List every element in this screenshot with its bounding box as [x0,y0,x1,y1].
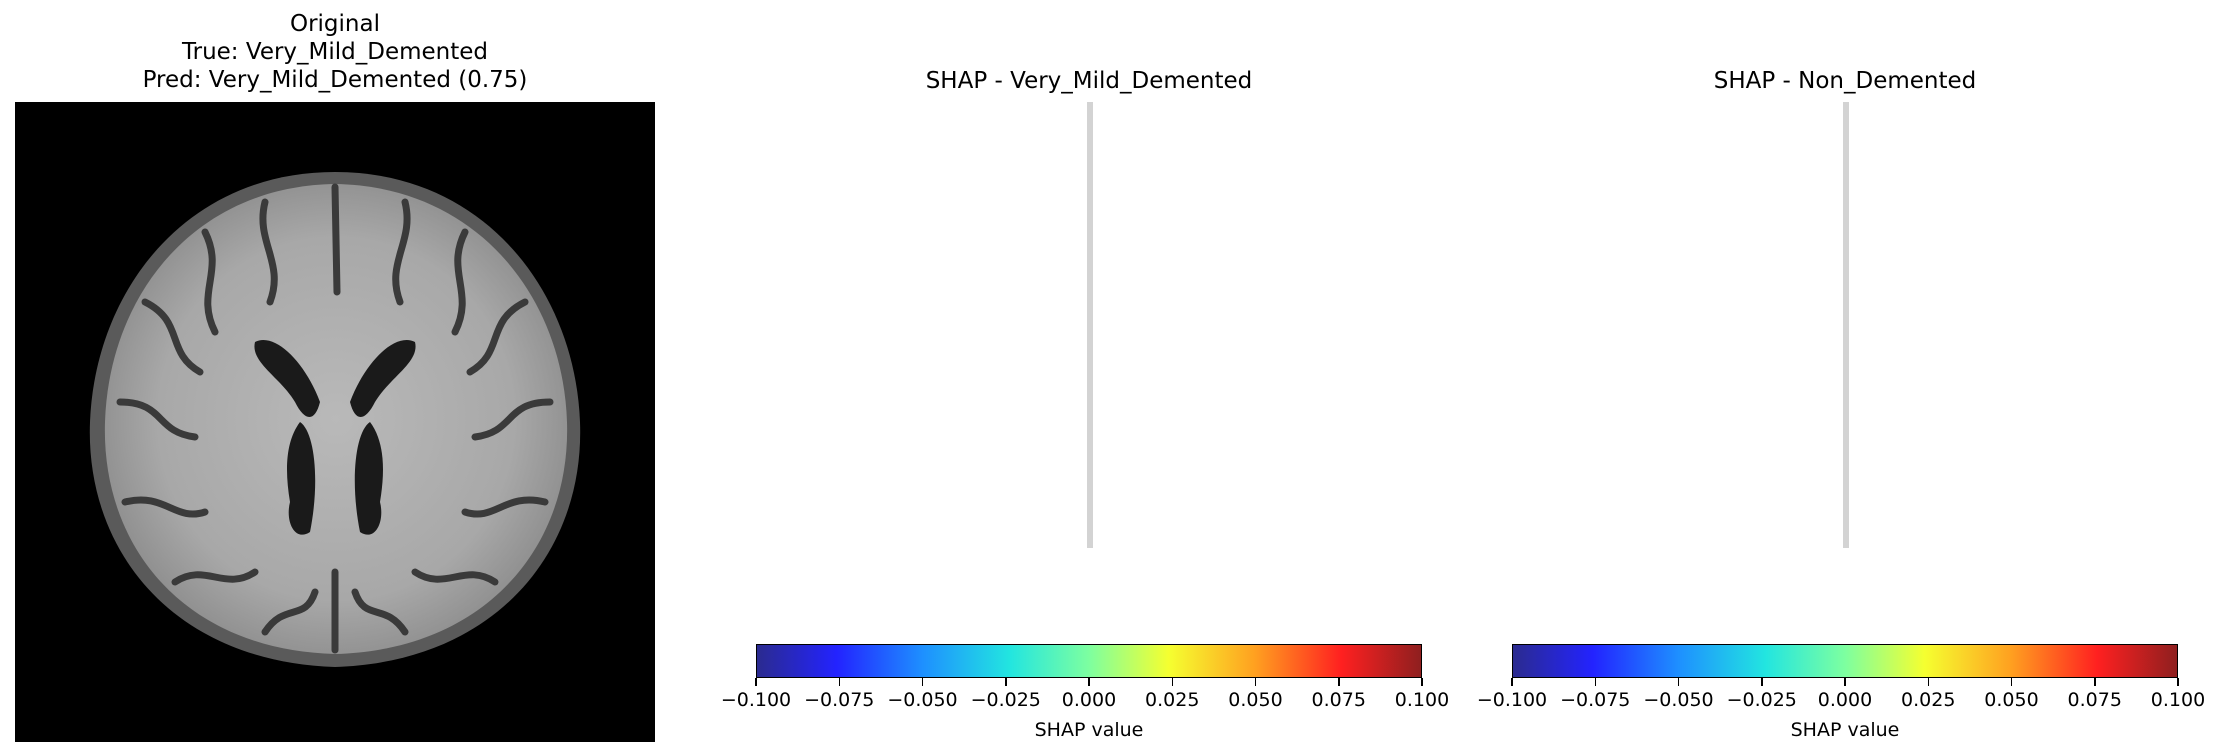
shap-vmd-colorbar-tick [1338,678,1340,686]
shap-nd-colorbar-tick [2010,678,2013,686]
shap-vmd-colorbar-tick [1005,678,1007,686]
shap-nd-colorbar-tick [1677,678,1680,686]
shap-vmd-colorbar-tick-label: −0.075 [804,689,875,711]
shap-nd-colorbar-tick [1927,678,1929,686]
shap-nd-colorbar-tick [2177,678,2179,686]
shap-nd-colorbar-tick-label: 0.000 [1817,689,1873,711]
shap-vmd-heatmap-strip [1087,102,1093,548]
shap-vmd-colorbar-tick-label: −0.025 [970,689,1041,711]
shap-nd-colorbar-tick-label: 0.100 [2150,689,2206,711]
shap-vmd-colorbar-tick-label: 0.000 [1061,689,1117,711]
shap-nd-colorbar-tick-label: −0.075 [1560,689,1631,711]
shap-vmd-colorbar-tick [1171,678,1173,686]
shap-nd-colorbar-tick-label: −0.100 [1476,689,1548,711]
shap-vmd-colorbar-tick [1421,678,1423,686]
shap-nd-colorbar-tick [1844,678,1846,686]
shap-nd-colorbar-tick-label: 0.075 [2067,689,2122,711]
shap-vmd-colorbar-label: SHAP value [1034,719,1144,741]
shap-vmd-colorbar-tick [1254,678,1257,686]
shap-nd-colorbar-tick-label: −0.050 [1643,689,1714,711]
shap-vmd-colorbar-tick-label: 0.100 [1394,689,1450,711]
shap-nd-colorbar-label: SHAP value [1790,719,1900,741]
original-title-line-1: Original [289,11,380,37]
shap-nd-title: SHAP - Non_Demented [1713,68,1977,94]
original-title-line-2: True: Very_Mild_Demented [181,39,489,65]
shap-nd-colorbar-tick [1511,678,1513,686]
shap-nd-colorbar [1512,644,2178,678]
shap-vmd-colorbar-tick [1088,678,1090,686]
shap-nd-colorbar-tick [1761,678,1763,686]
shap-vmd-colorbar-tick [838,678,840,686]
shap-vmd-colorbar-tick-label: 0.025 [1145,689,1200,711]
original-title-line-3: Pred: Very_Mild_Demented (0.75) [142,67,528,93]
brain-tissue [104,184,568,654]
shap-nd-colorbar-tick-label: 0.050 [1984,689,2039,711]
shap-vmd-title: SHAP - Very_Mild_Demented [925,68,1253,94]
shap-vmd-colorbar-tick-label: −0.050 [887,689,958,711]
shap-vmd-colorbar-tick-label: 0.050 [1228,689,1283,711]
shap-nd-colorbar-tick-label: −0.025 [1726,689,1797,711]
original-title: Original True: Very_Mild_Demented Pred: … [35,10,635,94]
shap-nd-colorbar-tick [2094,678,2096,686]
shap-vmd-colorbar-tick [921,678,924,686]
shap-nd-heatmap-strip [1843,102,1849,548]
mri-brain-image [15,102,655,742]
shap-vmd-colorbar-tick [755,678,757,686]
shap-nd-colorbar-tick [1594,678,1596,686]
shap-vmd-colorbar-tick-label: 0.075 [1311,689,1366,711]
shap-vmd-colorbar [756,644,1422,678]
shap-nd-colorbar-tick-label: 0.025 [1901,689,1956,711]
shap-vmd-colorbar-tick-label: −0.100 [720,689,792,711]
